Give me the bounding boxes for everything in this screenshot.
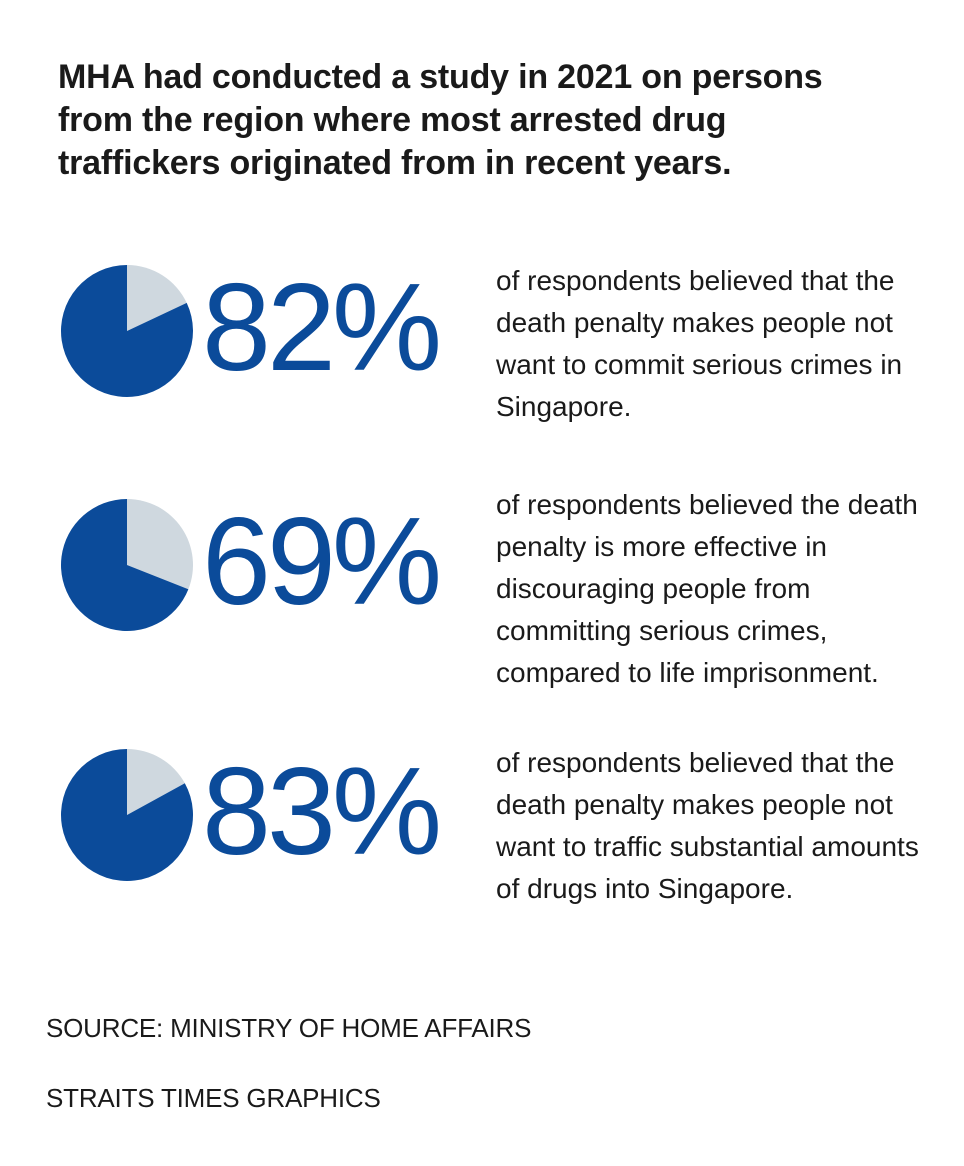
stat-row-2: 69% of respondents believed the death pe… (0, 489, 964, 716)
pie-chart-3 (61, 749, 193, 881)
pie-slice-value (61, 749, 193, 881)
headline: MHA had conducted a study in 2021 on per… (58, 58, 823, 182)
pie-chart-2 (61, 499, 193, 631)
source-credit: SOURCE: MINISTRY OF HOME AFFAIRS (46, 1013, 532, 1043)
percentage-2: 69% (202, 493, 442, 631)
stat-row-3: 83% of respondents believed that the dea… (0, 746, 964, 966)
description-3: of respondents believed that the death p… (496, 747, 919, 904)
pie-slice-value (61, 265, 193, 397)
pie-slice-remainder (126, 265, 187, 331)
pie-slice-remainder (126, 749, 185, 815)
pie-slice-remainder (127, 499, 193, 590)
pie-slice-value (61, 499, 189, 631)
graphics-credit: STRAITS TIMES GRAPHICS (46, 1083, 381, 1113)
stat-row-1: 82% of respondents believed that the dea… (0, 262, 964, 482)
pie-chart-1 (61, 265, 193, 397)
description-1: of respondents believed that the death p… (496, 265, 903, 422)
percentage-3: 83% (202, 743, 442, 881)
percentage-1: 82% (202, 259, 442, 397)
description-2: of respondents believed the death penalt… (496, 489, 918, 688)
